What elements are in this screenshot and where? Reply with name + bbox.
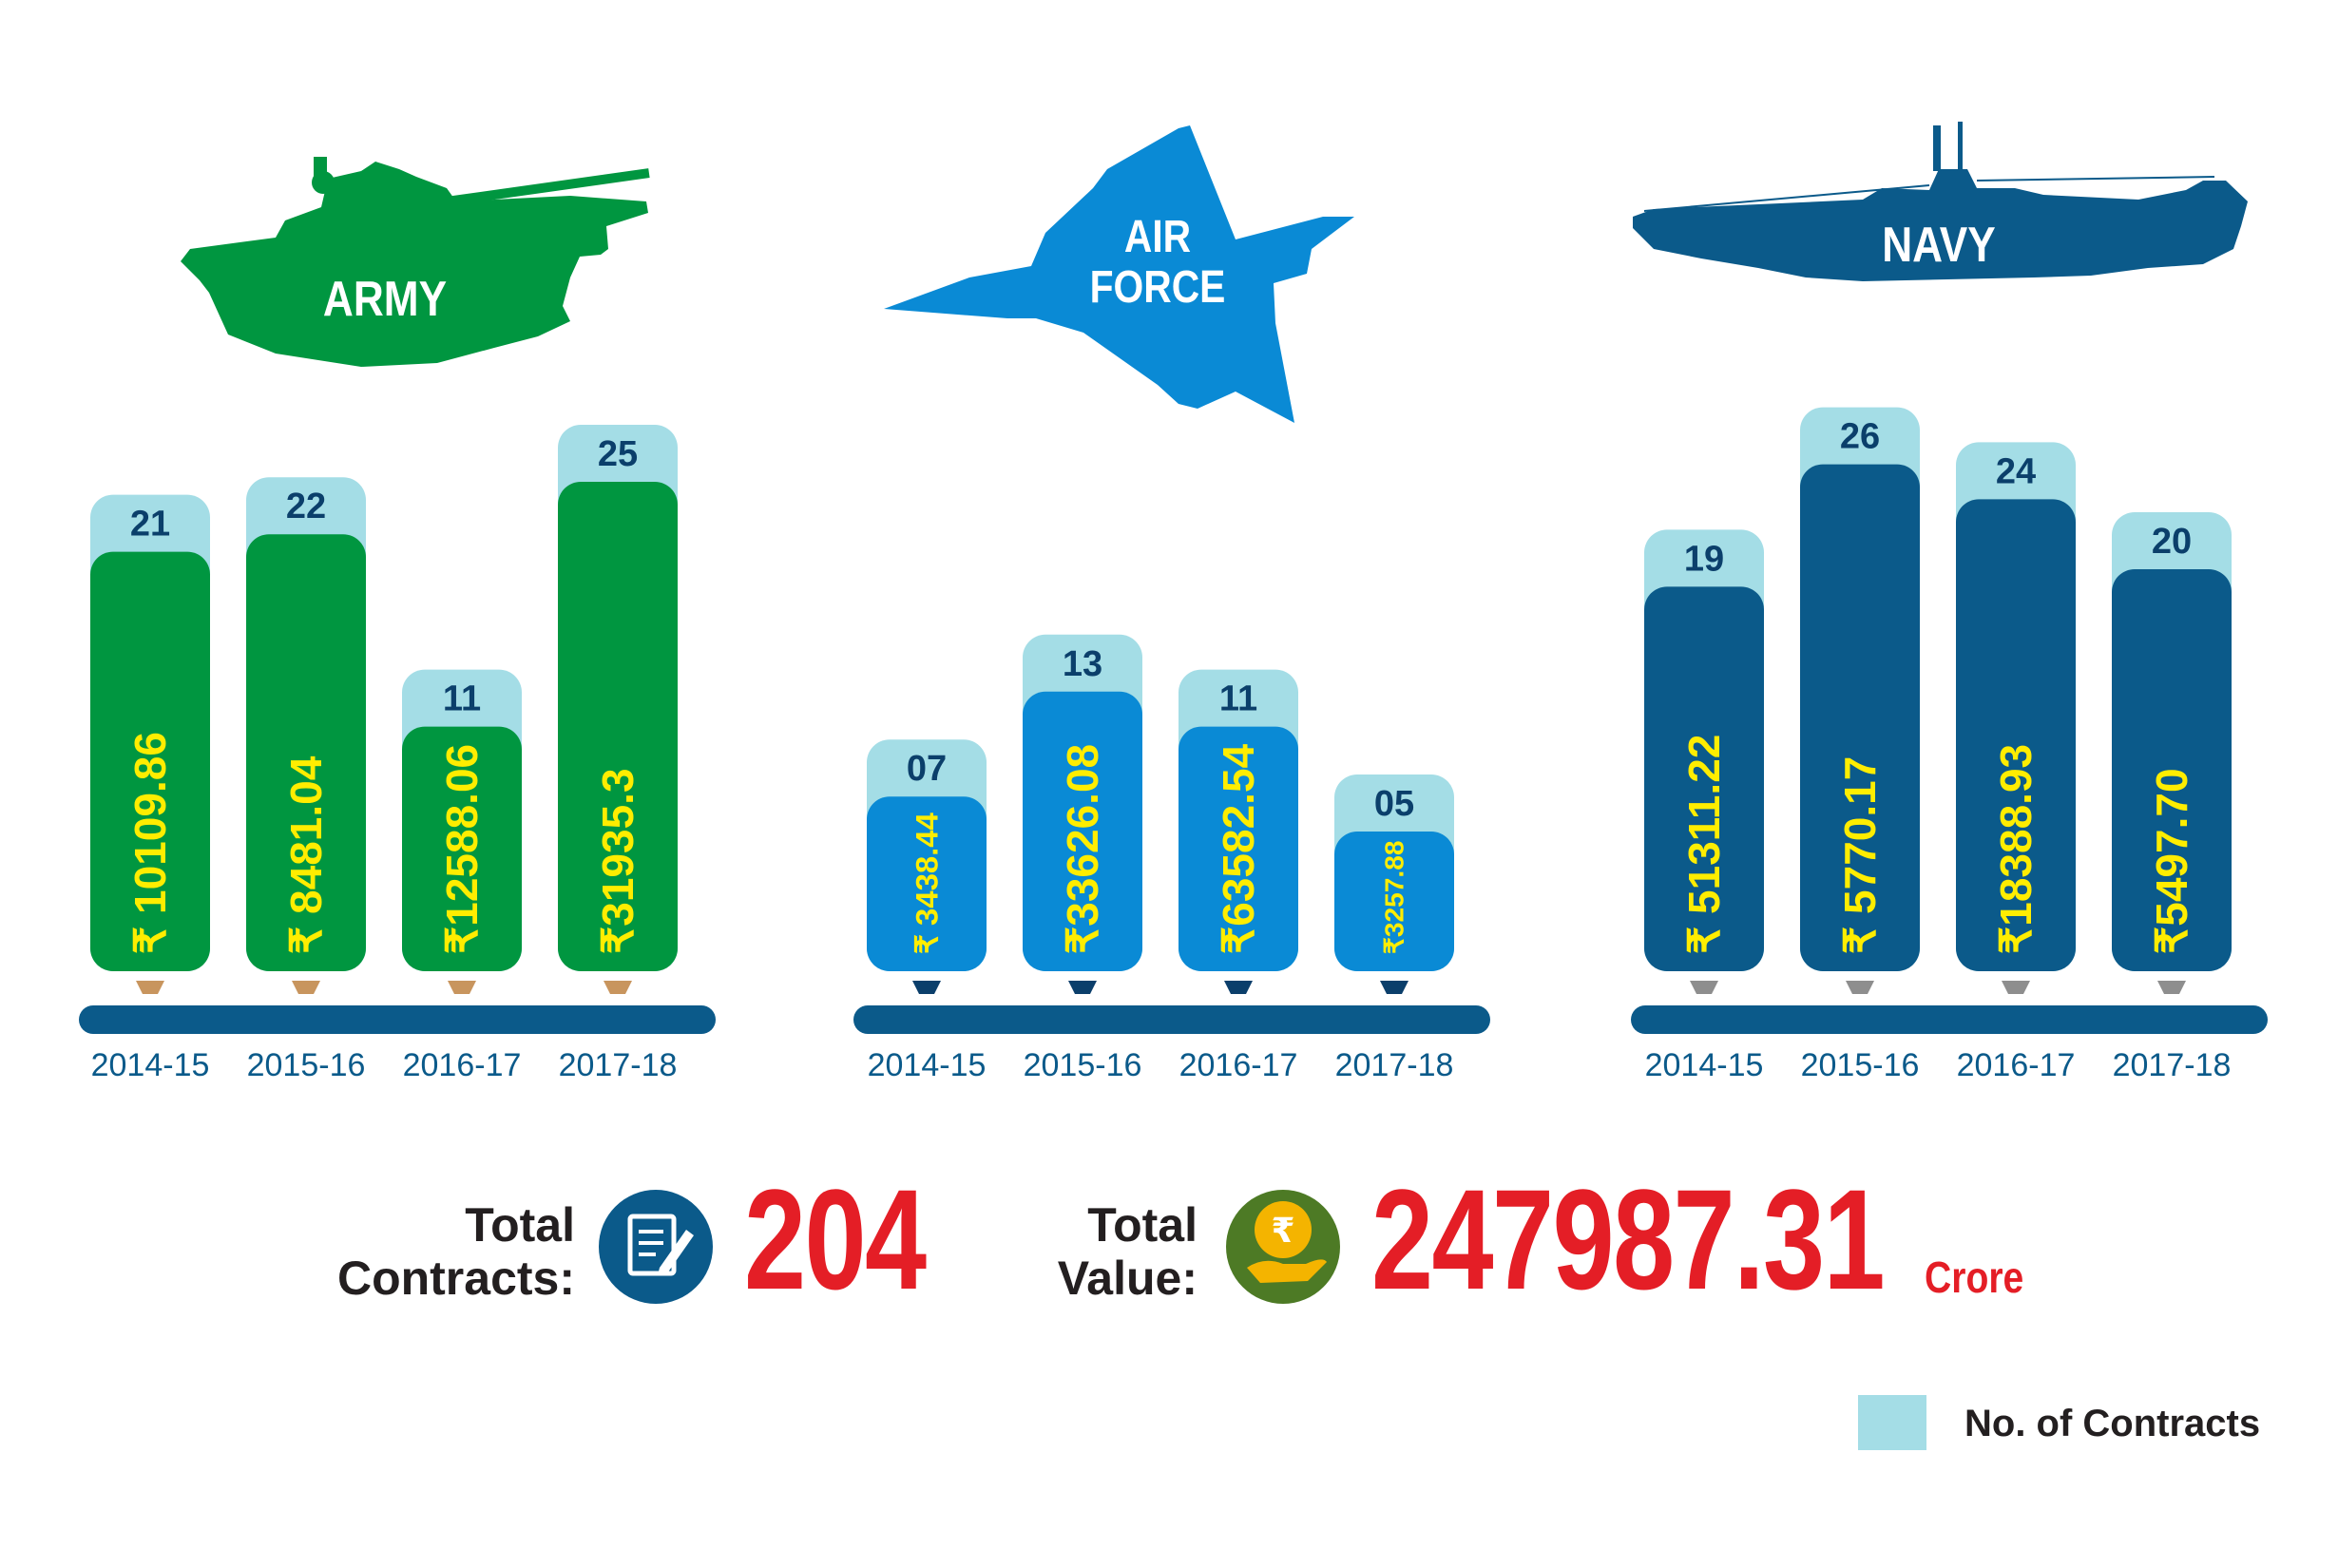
navy-value-label-2017-18: ₹5497.70	[2147, 768, 2196, 954]
airforce-marker-2016-17	[1224, 981, 1253, 994]
navy-category-2014-15: 2014-15	[1645, 1047, 1764, 1083]
airforce-axis-bar	[853, 1005, 1490, 1034]
navy-title: NAVY	[1882, 218, 1996, 273]
airforce-category-2017-18: 2017-18	[1335, 1047, 1454, 1083]
airforce-value-bar-2017-18	[1334, 832, 1454, 971]
navy-category-2015-16: 2015-16	[1801, 1047, 1920, 1083]
navy-contracts-label-2016-17: 24	[1996, 451, 2036, 491]
army-contracts-label-2017-18: 25	[598, 434, 638, 474]
navy-submarine-icon	[1633, 122, 2248, 281]
army-category-2015-16: 2015-16	[247, 1047, 366, 1083]
navy-value-bar-2014-15	[1644, 586, 1764, 971]
navy-value-bar-2016-17	[1956, 499, 2076, 971]
total-value-label-line2: Value:	[1057, 1252, 1198, 1305]
total-contracts-value: 204	[744, 1159, 927, 1319]
airforce-value-label-2016-17: ₹63582.54	[1214, 743, 1263, 954]
total-contracts-label: Total Contracts:	[285, 1198, 575, 1305]
airforce-value-bar-2015-16	[1023, 691, 1142, 971]
army-value-label-2017-18: ₹31935.3	[593, 768, 642, 954]
totals-section: Total Contracts: 204 Total Value: 247987…	[0, 1168, 2338, 1326]
army-value-bar-2017-18	[558, 482, 678, 971]
airforce-value-bar-2016-17	[1179, 726, 1298, 971]
airforce-category-2014-15: 2014-15	[868, 1047, 987, 1083]
contract-document-pen-icon	[599, 1190, 713, 1304]
legend-swatch-contracts	[1858, 1395, 1926, 1450]
army-value-label-2014-15: ₹ 10109.86	[125, 732, 175, 954]
airforce-jet-icon	[884, 125, 1354, 423]
navy-contracts-label-2015-16: 26	[1840, 417, 1880, 457]
rupee-hand-icon: ₹	[1226, 1190, 1340, 1304]
total-value-label-line1: Total	[1087, 1198, 1198, 1252]
navy-category-2016-17: 2016-17	[1957, 1047, 2076, 1083]
army-axis-bar	[79, 1005, 716, 1034]
army-value-label-2016-17: ₹12588.06	[437, 744, 487, 954]
airforce-marker-2017-18	[1380, 981, 1409, 994]
airforce-value-label-2015-16: ₹33626.08	[1058, 744, 1107, 954]
airforce-title-line1: AIR	[1124, 212, 1191, 262]
airforce-marker-2015-16	[1068, 981, 1097, 994]
airforce-title-line2: FORCE	[1090, 262, 1226, 313]
navy-marker-2017-18	[2157, 981, 2186, 994]
army-bar-chart: 21 ₹ 10109.86 2014-15 22 ₹ 8481.04 2015-16 11 ₹…	[79, 425, 716, 1083]
navy-marker-2015-16	[1846, 981, 1874, 994]
airforce-category-2016-17: 2016-17	[1179, 1047, 1298, 1083]
army-category-2016-17: 2016-17	[403, 1047, 522, 1083]
airforce-category-2015-16: 2015-16	[1024, 1047, 1142, 1083]
army-contracts-label-2014-15: 21	[130, 505, 170, 545]
airforce-contracts-label-2017-18: 05	[1374, 784, 1414, 824]
army-marker-2016-17	[448, 981, 476, 994]
army-marker-2015-16	[292, 981, 320, 994]
army-value-bar-2016-17	[402, 726, 522, 971]
total-value-label: Total Value:	[1007, 1198, 1198, 1305]
navy-value-label-2016-17: ₹18388.93	[1991, 744, 2041, 954]
navy-value-bar-2015-16	[1800, 464, 1920, 972]
airforce-marker-2014-15	[912, 981, 941, 994]
navy-axis-bar	[1631, 1005, 2268, 1034]
army-marker-2017-18	[604, 981, 632, 994]
total-contracts-label-line1: Total	[465, 1198, 575, 1252]
total-value-unit: Crore	[1925, 1252, 2024, 1302]
airforce-value-bar-2014-15	[867, 796, 987, 971]
navy-value-label-2014-15: ₹ 51311.22	[1679, 735, 1729, 954]
navy-category-2017-18: 2017-18	[2113, 1047, 2232, 1083]
army-value-bar-2015-16	[246, 534, 366, 971]
airforce-bar-chart: 07 ₹ 3438.44 2014-15 13 ₹33626.08 2015-16 11 ₹6…	[853, 634, 1490, 1083]
navy-value-bar-2017-18	[2112, 569, 2232, 971]
airforce-value-label-2017-18: ₹3257.88	[1380, 841, 1409, 955]
navy-bar-chart: 19 ₹ 51311.22 2014-15 26 ₹ 5770.17 2015-16 24 ₹…	[1631, 407, 2268, 1083]
navy-contracts-label-2014-15: 19	[1684, 539, 1724, 579]
total-contracts-label-line2: Contracts:	[336, 1252, 575, 1305]
army-contracts-label-2015-16: 22	[286, 487, 326, 526]
bars-layer: 21 ₹ 10109.86 2014-15 22 ₹ 8481.04 2015-16 11 ₹…	[79, 407, 2268, 1083]
army-value-label-2015-16: ₹ 8481.04	[281, 755, 331, 954]
navy-marker-2014-15	[1690, 981, 1718, 994]
navy-marker-2016-17	[2002, 981, 2030, 994]
svg-text:₹: ₹	[1271, 1212, 1294, 1251]
army-tank-icon	[181, 157, 650, 367]
army-category-2014-15: 2014-15	[91, 1047, 210, 1083]
army-marker-2014-15	[136, 981, 164, 994]
airforce-contracts-label-2015-16: 13	[1063, 644, 1102, 684]
army-value-bar-2014-15	[90, 551, 210, 971]
navy-value-label-2015-16: ₹ 5770.17	[1835, 756, 1885, 954]
navy-contracts-label-2017-18: 20	[2152, 522, 2192, 562]
legend-label-contracts: No. of Contracts	[1964, 1403, 2261, 1444]
airforce-contracts-label-2016-17: 11	[1219, 679, 1257, 719]
total-value-amount: 247987.31	[1371, 1159, 1886, 1319]
army-contracts-label-2016-17: 11	[443, 679, 481, 719]
army-title: ARMY	[323, 272, 447, 327]
airforce-value-label-2014-15: ₹ 3438.44	[910, 812, 945, 954]
army-category-2017-18: 2017-18	[559, 1047, 678, 1083]
airforce-contracts-label-2014-15: 07	[907, 749, 947, 789]
